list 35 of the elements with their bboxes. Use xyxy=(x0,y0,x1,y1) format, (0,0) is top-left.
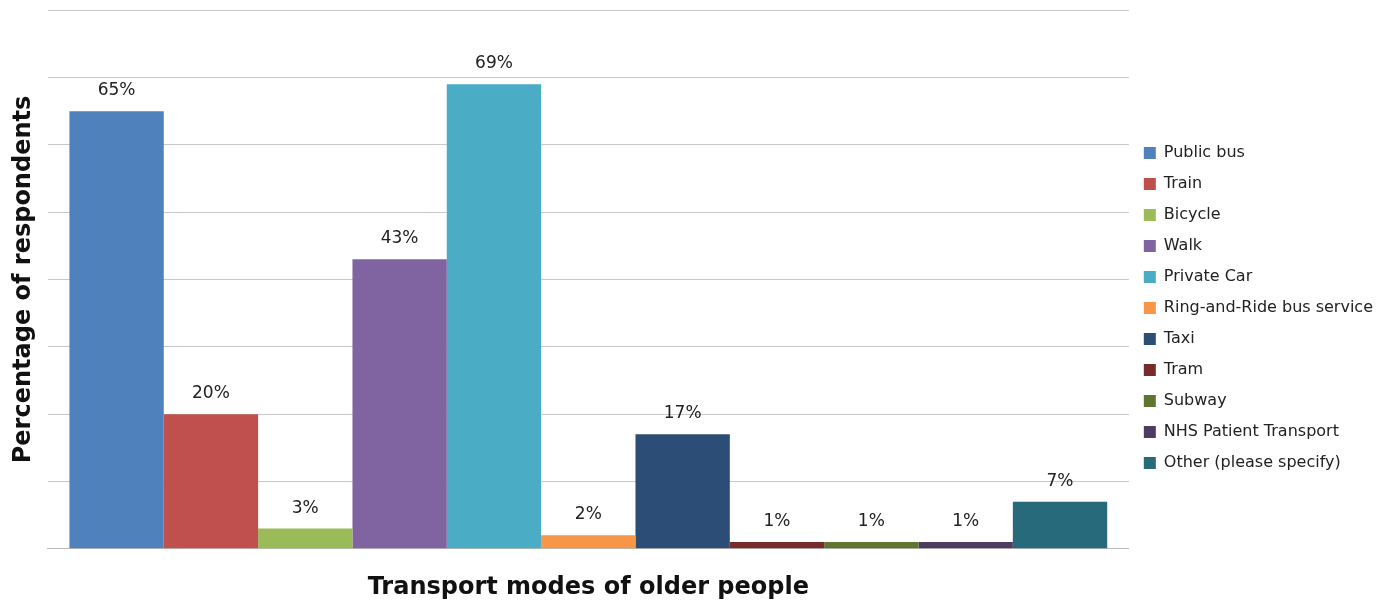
data-label: 1% xyxy=(952,509,980,530)
y-axis-title: Percentage of respondents xyxy=(7,95,36,464)
legend-label: Bicycle xyxy=(1163,204,1221,224)
bar xyxy=(446,84,542,549)
legend-label: Subway xyxy=(1163,390,1227,410)
data-label: 3% xyxy=(291,496,319,517)
bar xyxy=(541,535,636,549)
bar xyxy=(69,111,164,549)
legend-label: Private Car xyxy=(1163,266,1253,286)
x-axis-title: Transport modes of older people xyxy=(367,571,809,600)
bar xyxy=(729,542,825,549)
data-label: 2% xyxy=(574,503,602,524)
legend-label: Train xyxy=(1162,173,1203,193)
data-label: 1% xyxy=(763,509,791,530)
legend-label: NHS Patient Transport xyxy=(1163,421,1339,441)
bar xyxy=(635,434,730,549)
bar xyxy=(824,542,919,549)
bar xyxy=(258,528,353,549)
legend-label: Tram xyxy=(1162,359,1204,379)
bar xyxy=(352,259,447,549)
data-label: 7% xyxy=(1046,469,1074,490)
data-label: 17% xyxy=(663,402,702,423)
bar xyxy=(163,414,259,549)
legend-label: Walk xyxy=(1163,235,1203,255)
legend-label: Public bus xyxy=(1163,142,1245,162)
bar xyxy=(918,542,1013,549)
legend-label: Ring-and-Ride bus service xyxy=(1163,297,1373,317)
data-label: 43% xyxy=(380,227,419,248)
data-label: 1% xyxy=(857,509,885,530)
data-label: 20% xyxy=(192,382,230,403)
data-label: 65% xyxy=(97,79,136,100)
bar xyxy=(1012,501,1108,549)
legend-label: Other (please specify) xyxy=(1163,452,1341,472)
data-label: 69% xyxy=(475,52,513,73)
legend-label: Taxi xyxy=(1162,328,1195,348)
